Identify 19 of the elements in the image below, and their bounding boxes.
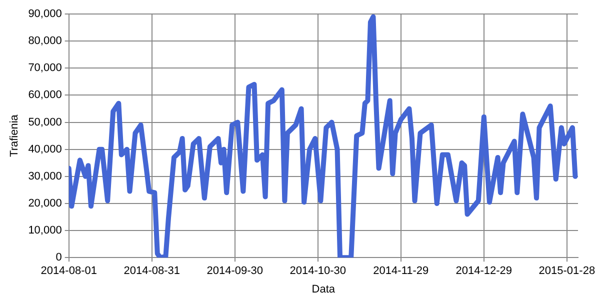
x-tick-label: 2015-01-28 [538,265,596,278]
y-tick-label: 70,000 [28,62,62,74]
y-tick-label: 20,000 [28,198,62,210]
y-tick-label: 80,000 [28,35,62,48]
y-tick-label: 60,000 [28,89,62,102]
x-tick-label: 2014-08-01 [40,265,97,278]
y-tick-label: 90,000 [28,8,62,20]
y-axis-title: Trafienia [8,114,21,157]
x-tick-label: 2014-10-30 [290,265,346,278]
y-tick-label: 0 [56,252,62,264]
x-tick-label: 2014-08-31 [124,265,180,278]
x-tick-label: 2014-09-30 [206,265,264,278]
y-tick-label: 30,000 [28,170,62,182]
y-tick-label: 10,000 [28,224,62,237]
y-tick-label: 40,000 [28,143,62,156]
y-tick-label: 50,000 [28,116,62,128]
x-tick-label: 2014-12-29 [456,265,512,278]
x-tick-label: 2014-11-29 [373,265,429,278]
x-axis-title: Data [312,283,336,296]
